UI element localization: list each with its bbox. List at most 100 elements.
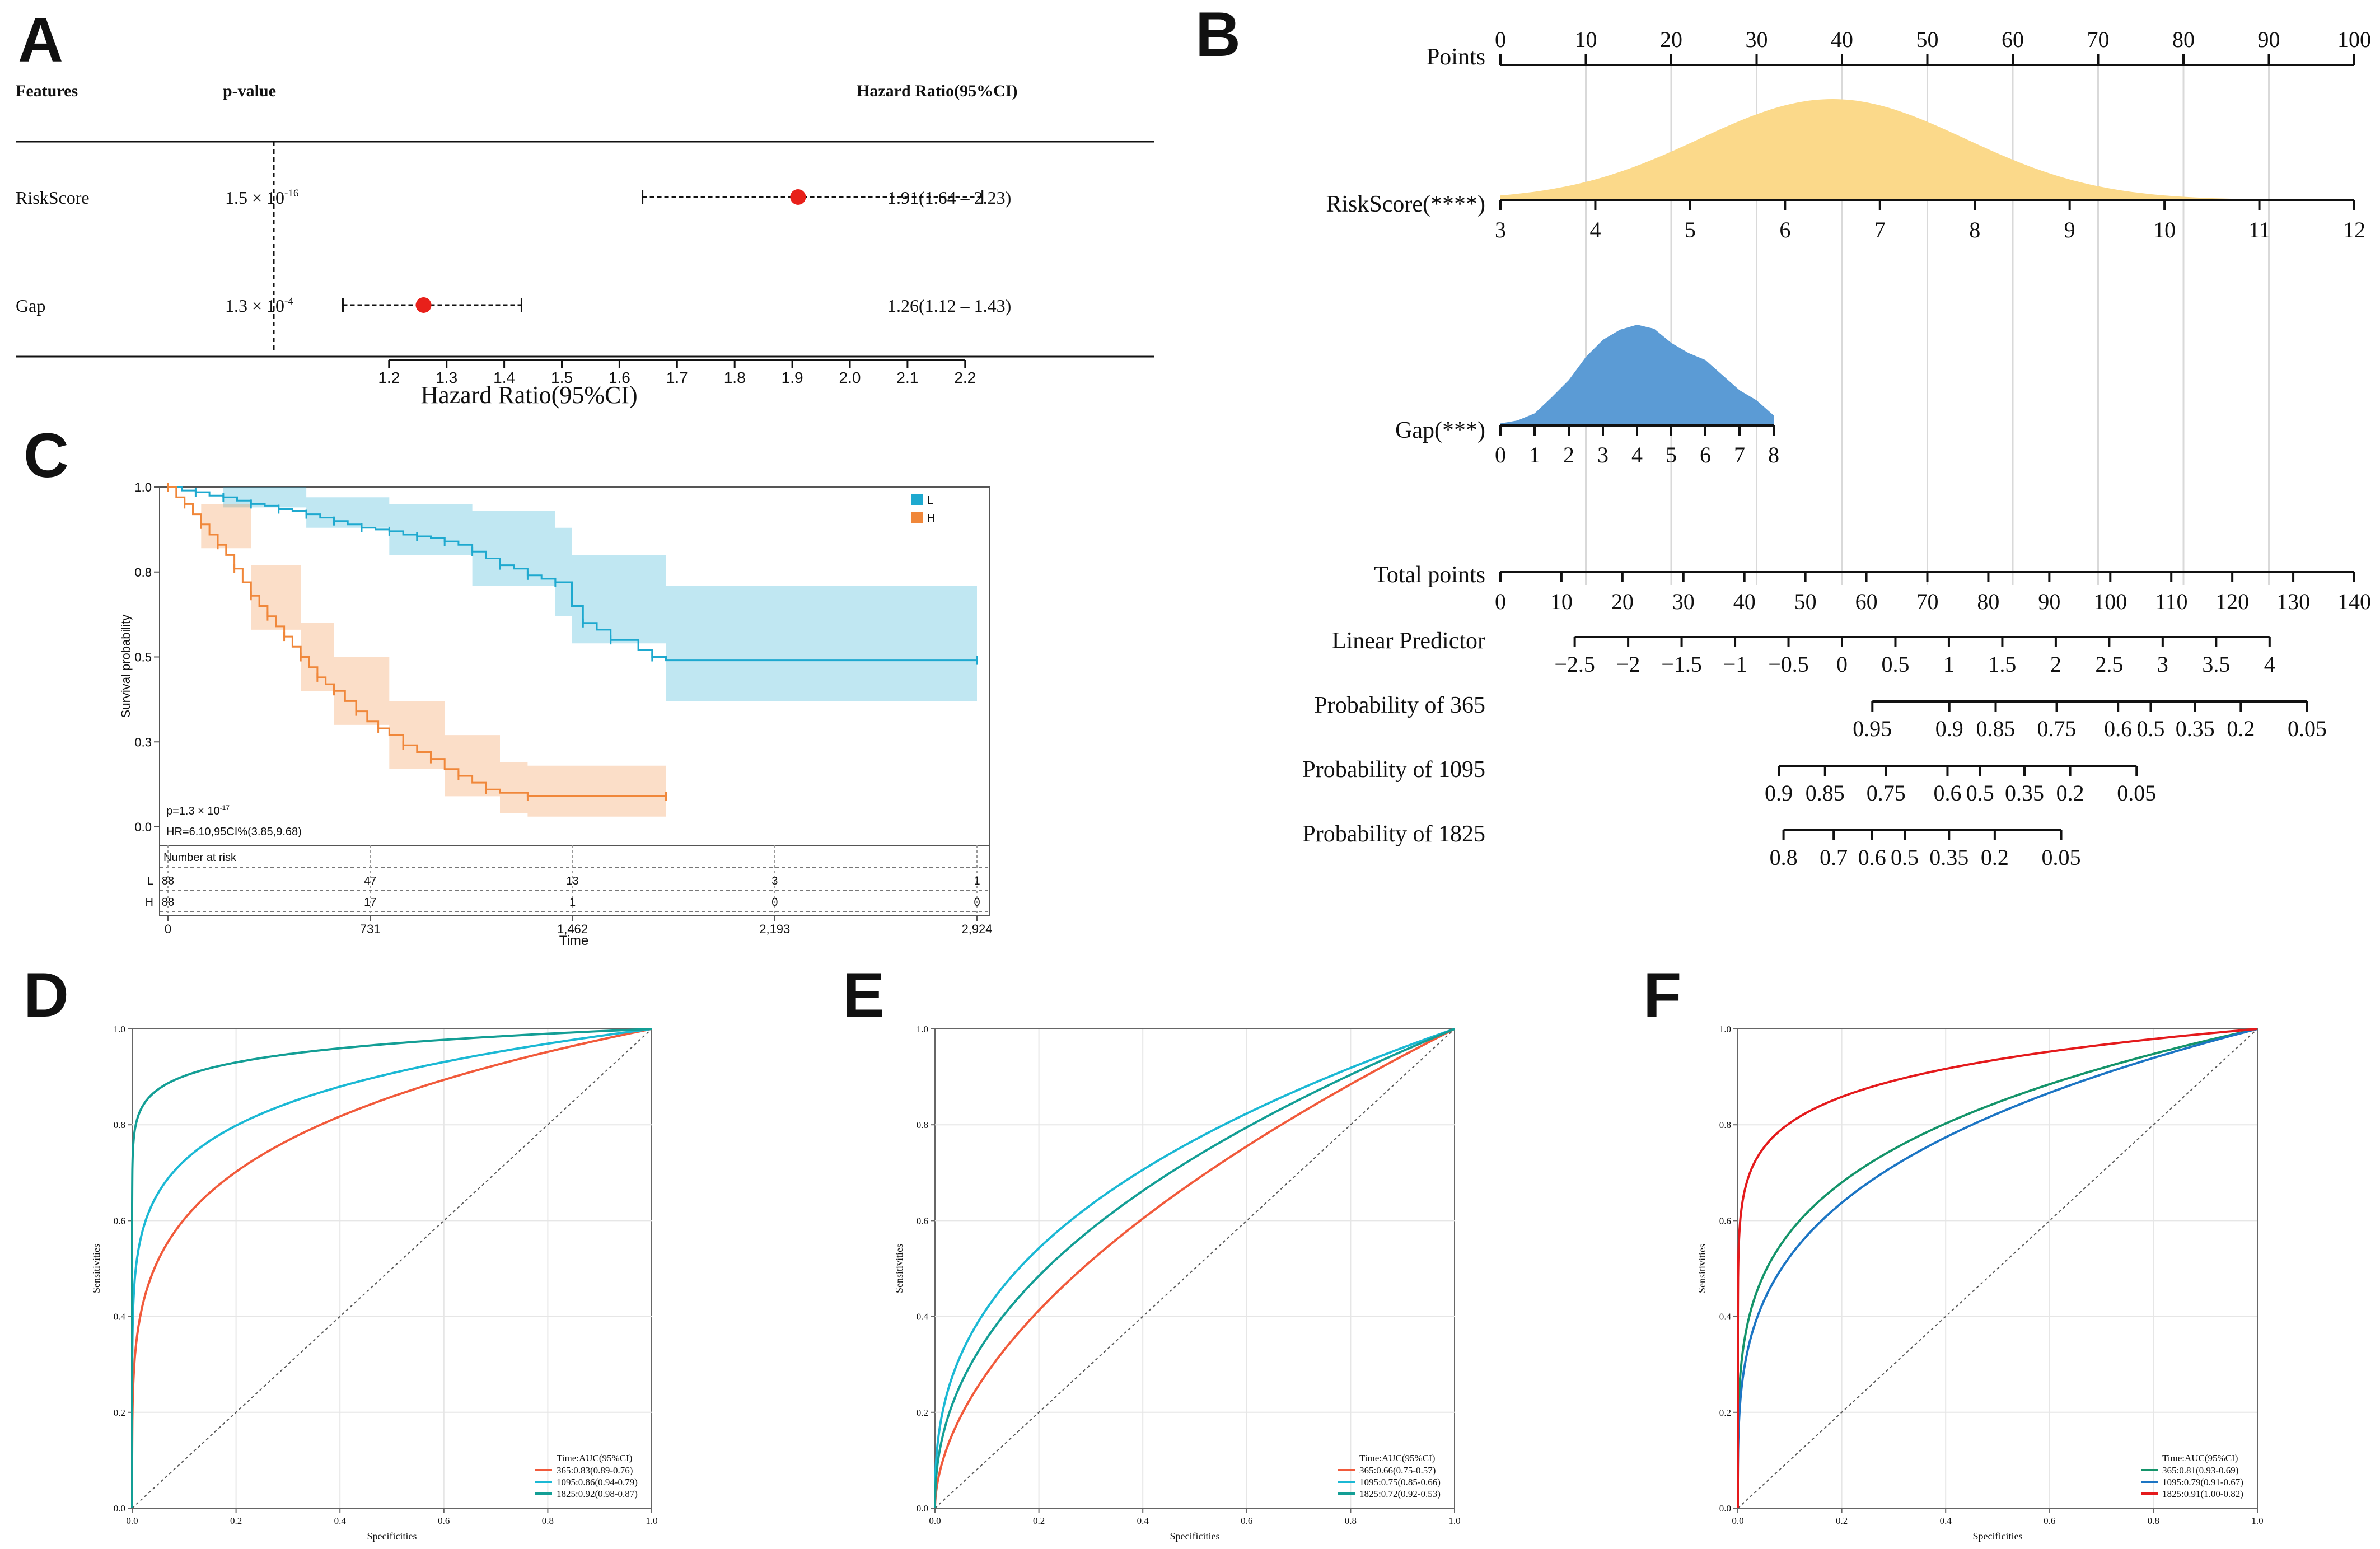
forest-plot: Features p-value Hazard Ratio(95%CI) RiskSc… — [16, 82, 1154, 409]
y-axis-title: Sensitivities — [894, 1244, 905, 1293]
prob365-tick-label: 0.75 — [2037, 716, 2077, 741]
y-tick-label: 1.0 — [917, 1024, 928, 1035]
x-axis-title: Time — [559, 933, 588, 948]
diagonal-reference — [132, 1028, 652, 1509]
risk-count: 47 — [364, 875, 376, 887]
prob1095-tick-label: 0.35 — [2005, 780, 2044, 806]
row-hr-text: 1.26(1.12 – 1.43) — [887, 296, 1011, 316]
risk-count: 88 — [162, 875, 174, 887]
row-pvalue-base: 1.3 × 10 — [225, 296, 284, 316]
x-tick-label: 2.2 — [954, 369, 976, 386]
legend-label: 1825:0.72(0.92-0.53) — [1359, 1489, 1441, 1499]
y-tick-label: 1.0 — [134, 480, 152, 494]
points-tick-label: 90 — [2258, 27, 2280, 52]
prob1825-tick-label: 0.7 — [1820, 845, 1848, 870]
x-tick-label: 1.4 — [493, 369, 515, 386]
gap-tick-label: 1 — [1529, 442, 1540, 467]
row-pvalue: 1.3 × 10-4 — [225, 296, 293, 316]
diagonal-reference — [1737, 1028, 2258, 1509]
roc-curve-3 — [1737, 1028, 2258, 1508]
y-tick-label: 0.6 — [1719, 1215, 1731, 1226]
roc-curve-1 — [934, 1028, 1455, 1508]
gap-tick-label: 4 — [1631, 442, 1643, 467]
km-plot: 0.0 0.3 0.5 0.8 1.0 Survival probability p=1.3… — [119, 480, 993, 948]
row-pvalue-exponent: -16 — [284, 188, 299, 199]
linear-predictor-label: Linear Predictor — [1332, 628, 1485, 654]
risk-count: 3 — [771, 875, 778, 887]
linear-predictor-tick-label: 4 — [2264, 652, 2275, 677]
risk-count: 0 — [771, 896, 778, 909]
linear-predictor-tick-label: 0.5 — [1881, 652, 1909, 677]
x-tick-label: 0.2 — [230, 1515, 242, 1526]
riskscore-tick-label: 4 — [1589, 217, 1601, 242]
riskscore-tick-label: 12 — [2343, 217, 2365, 242]
legend-label: 365:0.83(0.89-0.76) — [557, 1465, 633, 1476]
y-tick-label: 0.3 — [134, 735, 152, 749]
prob1825-tick-label: 0.05 — [2042, 845, 2081, 870]
linear-predictor-tick-label: −1 — [1723, 652, 1747, 677]
y-tick-label: 0.8 — [114, 1120, 125, 1130]
roc-plot-d: 0.00.0 0.2 0.2 0.4 0.4 0.6 0.6 0.8 0.8 1.0 1.0 Spec… — [91, 1024, 658, 1542]
prob365-tick-label: 0.6 — [2104, 716, 2132, 741]
points-tick-label: 10 — [1575, 27, 1597, 52]
km-pvalue-exponent: -17 — [220, 804, 230, 812]
risk-count: 13 — [566, 875, 578, 887]
riskscore-axis-label: RiskScore(****) — [1326, 191, 1485, 217]
prob1095-tick-label: 0.5 — [1966, 780, 1994, 806]
linear-predictor-tick-label: 2 — [2050, 652, 2061, 677]
total-points-tick-label: 40 — [1733, 589, 1756, 614]
y-tick-label: 0.2 — [114, 1407, 125, 1418]
header-pvalue: p-value — [223, 82, 276, 100]
total-points-tick-label: 140 — [2337, 589, 2371, 614]
y-tick-label: 0.5 — [134, 651, 152, 664]
riskscore-density — [1500, 99, 2354, 200]
x-tick-label: 1.3 — [436, 369, 457, 386]
roc-curve-3 — [934, 1028, 1455, 1508]
prob365-tick-label: 0.95 — [1853, 716, 1892, 741]
riskscore-tick-label: 6 — [1779, 217, 1790, 242]
roc-curve-1 — [131, 1028, 652, 1508]
gap-tick-label: 7 — [1734, 442, 1745, 467]
y-tick-label: 0.4 — [1719, 1312, 1732, 1322]
legend-swatch-H — [911, 512, 923, 523]
row-pvalue-base: 1.5 × 10 — [225, 188, 284, 208]
roc-plot-e: 0.00.0 0.2 0.2 0.4 0.4 0.6 0.6 0.8 0.8 1.0 1.0 Spec… — [894, 1024, 1461, 1542]
prob1825-tick-label: 0.35 — [1929, 845, 1968, 870]
points-tick-label: 20 — [1660, 27, 1682, 52]
y-axis-title: Survival probability — [119, 615, 133, 718]
x-tick-label: 2.0 — [839, 369, 861, 386]
gap-tick-label: 8 — [1768, 442, 1779, 467]
total-points-label: Total points — [1374, 562, 1485, 588]
row-hr-text: 1.91(1.64 – 2.23) — [887, 188, 1011, 208]
points-tick-label: 80 — [2172, 27, 2195, 52]
y-tick-label: 0.0 — [114, 1503, 125, 1514]
x-tick-label: 0.0 — [1732, 1515, 1743, 1526]
prob365-tick-label: 0.85 — [1976, 716, 2016, 741]
legend-title: Time:AUC(95%CI) — [557, 1453, 632, 1463]
row-pvalue-exponent: -4 — [284, 296, 293, 307]
x-tick-label: 1.8 — [724, 369, 746, 386]
prob1095-tick-label: 0.6 — [1933, 780, 1961, 806]
total-points-tick-label: 120 — [2215, 589, 2249, 614]
legend-label: 1095:0.79(0.91-0.67) — [2162, 1477, 2243, 1487]
x-axis-title: Specificities — [1170, 1531, 1220, 1542]
x-tick-label: 1,462 — [557, 922, 588, 936]
legend-label: 365:0.66(0.75-0.57) — [1359, 1465, 1436, 1476]
risk-count: 17 — [364, 896, 376, 909]
total-points-tick-label: 50 — [1794, 589, 1817, 614]
x-tick-label: 731 — [360, 922, 381, 936]
linear-predictor-tick-label: 1 — [1943, 652, 1955, 677]
total-points-tick-label: 10 — [1550, 589, 1573, 614]
hr-point — [790, 189, 806, 205]
linear-predictor-tick-label: −2 — [1616, 652, 1640, 677]
prob365-tick-label: 0.5 — [2136, 716, 2164, 741]
x-axis-title: Hazard Ratio(95%CI) — [420, 381, 637, 409]
panel-label-b: B — [1195, 0, 1241, 69]
x-axis-title: Specificities — [1973, 1531, 2023, 1542]
total-points-tick-label: 0 — [1495, 589, 1506, 614]
legend-label: 1825:0.91(1.00-0.82) — [2162, 1489, 2243, 1499]
legend-swatch-L — [911, 494, 923, 505]
x-tick-label: 1.6 — [609, 369, 630, 386]
legend-label: 1095:0.86(0.94-0.79) — [557, 1477, 638, 1487]
